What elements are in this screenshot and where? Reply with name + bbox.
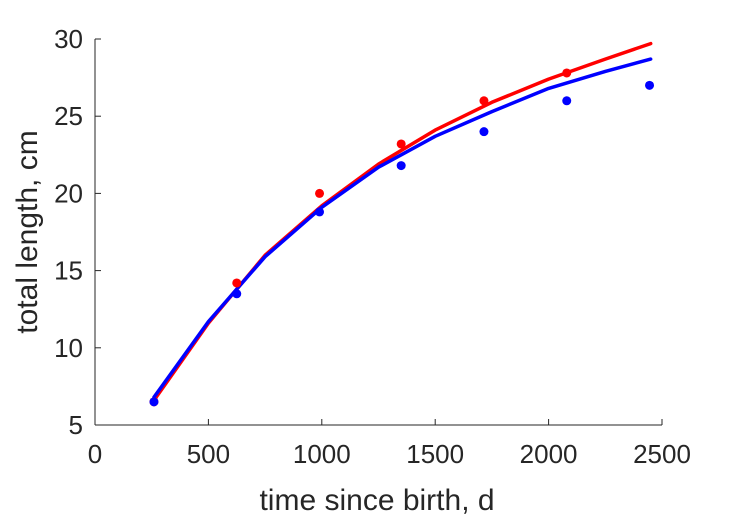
series-2-data-point <box>396 161 406 171</box>
series-1-data-point <box>562 68 572 78</box>
series-2-data-point <box>149 397 159 407</box>
x-tick-label: 2000 <box>520 439 578 469</box>
series-2-data-point <box>562 96 572 106</box>
y-axis-label: total length, cm <box>11 130 44 333</box>
plot-area <box>149 41 655 407</box>
x-tick-label: 2500 <box>633 439 691 469</box>
series-2-data-point <box>479 127 489 137</box>
series-1-data-point <box>479 96 489 106</box>
series-1-data-point <box>232 278 242 288</box>
series-2-data-point <box>645 80 655 90</box>
series-1-data-point <box>315 188 325 198</box>
series-1-data-point <box>396 139 406 149</box>
y-tick-label: 15 <box>54 256 83 286</box>
series-1-fit-line <box>152 41 653 403</box>
axes: 0 500 1000 1500 2000 2500 5 10 15 20 25 30 <box>54 24 691 469</box>
x-axis-label: time since birth, d <box>259 484 494 517</box>
series-2-fit-line <box>152 57 653 399</box>
series-2-data-point <box>315 207 325 217</box>
y-tick-label: 25 <box>54 101 83 131</box>
x-tick-label: 1000 <box>293 439 351 469</box>
y-tick-label: 10 <box>54 333 83 363</box>
y-tick-label: 30 <box>54 24 83 54</box>
x-tick-label: 1500 <box>406 439 464 469</box>
series-2-data-point <box>232 289 242 299</box>
x-tick-label: 0 <box>88 439 102 469</box>
x-tick-label: 500 <box>187 439 230 469</box>
y-tick-label: 5 <box>69 410 83 440</box>
y-tick-label: 20 <box>54 178 83 208</box>
